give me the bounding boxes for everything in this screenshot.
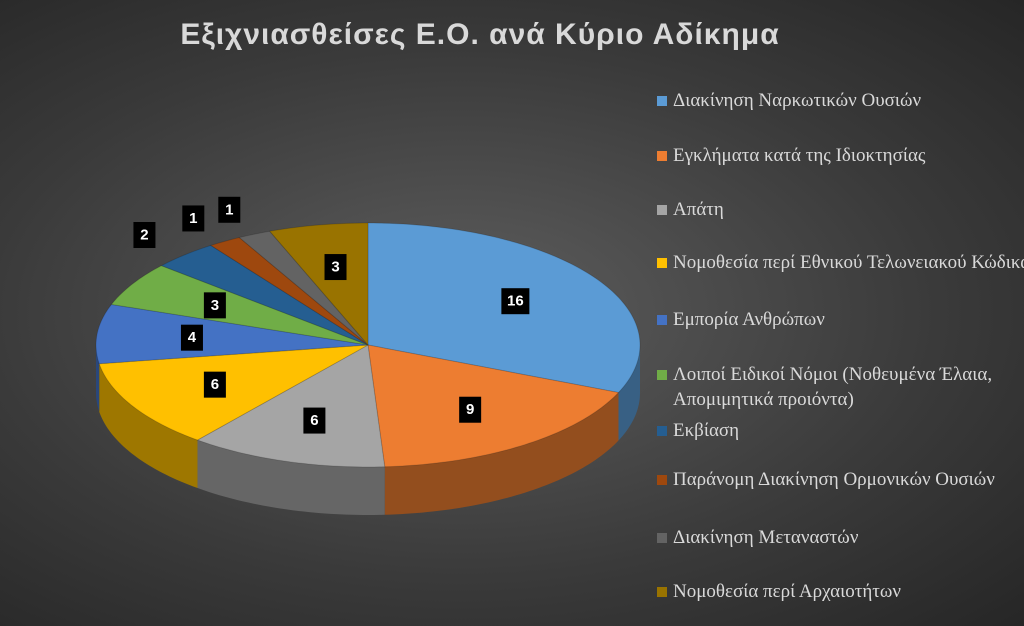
pie-slice (209, 236, 369, 346)
data-label: 3 (331, 259, 339, 276)
label-box (324, 254, 347, 281)
legend-label: Διακίνηση Μεταναστών (673, 527, 859, 548)
pie-slice (110, 265, 369, 346)
legend-swatch (657, 151, 667, 161)
legend-item: Λοιποί Ειδικοί Νόμοι (Νοθευμένα Έλαια, Α… (655, 362, 1024, 412)
data-label: 6 (310, 412, 318, 429)
label-box (182, 205, 205, 232)
legend-label: Εγκλήματα κατά της Ιδιοκτησίας (673, 145, 926, 166)
chart-title: Εξιχνιασθείσες Ε.Ο. ανά Κύριο Αδίκημα (180, 18, 780, 51)
legend-item: Διακίνηση Ναρκωτικών Ουσιών (655, 88, 1024, 113)
data-label: 3 (211, 297, 219, 314)
legend-swatch (657, 426, 667, 436)
label-box (203, 371, 226, 398)
legend-swatch (657, 96, 667, 106)
legend-label: Διακίνηση Ναρκωτικών Ουσιών (673, 90, 922, 111)
legend-item: Εμπορία Ανθρώπων (655, 307, 1024, 332)
label-box (459, 396, 482, 423)
label-box (180, 324, 203, 351)
legend-swatch (657, 205, 667, 215)
data-label: 9 (466, 401, 474, 418)
pie-slice (95, 303, 369, 365)
legend-item: Εγκλήματα κατά της Ιδιοκτησίας (655, 143, 1024, 168)
slice-side (99, 363, 198, 489)
slice-side (384, 392, 619, 515)
legend-label: Παράνομη Διακίνηση Ορμονικών Ουσιών (673, 469, 995, 490)
slice-side (197, 440, 385, 515)
slice-side (618, 345, 640, 441)
data-label: 1 (225, 201, 233, 218)
label-box (203, 292, 226, 319)
label-box (303, 407, 326, 434)
legend-item: Παράνομη Διακίνηση Ορμονικών Ουσιών (655, 467, 1024, 492)
legend-swatch (657, 370, 667, 380)
legend-label: Εκβίαση (673, 420, 740, 441)
legend-swatch (657, 475, 667, 485)
pie-slice (238, 230, 369, 346)
legend-swatch (657, 258, 667, 268)
data-label: 16 (507, 293, 524, 310)
pie-slice (160, 244, 369, 346)
legend-item: Διακίνηση Μεταναστών (655, 525, 1024, 550)
legend-item: Νομοθεσία περί Αρχαιοτήτων (655, 579, 1024, 604)
slice-side (96, 345, 100, 412)
legend-item: Απάτη (655, 197, 1024, 222)
label-box (133, 222, 156, 249)
legend-label: Νομοθεσία περί Αρχαιοτήτων (673, 581, 901, 602)
legend-item: Νομοθεσία περί Εθνικού Τελωνειακού Κώδικ… (655, 250, 1024, 275)
legend-swatch (657, 587, 667, 597)
data-label: 2 (140, 227, 148, 244)
pie-slice (98, 344, 369, 441)
legend-item: Εκβίαση (655, 418, 1024, 443)
legend-label: Απάτη (673, 199, 724, 220)
legend-label: Εμπορία Ανθρώπων (673, 309, 825, 330)
pie-slice (367, 344, 620, 468)
pie-slice (196, 344, 386, 468)
legend-label: Νομοθεσία περί Εθνικού Τελωνειακού Κώδικ… (673, 252, 1024, 273)
label-box (501, 288, 530, 315)
legend-swatch (657, 315, 667, 325)
legend-label: Λοιποί Ειδικοί Νόμοι (Νοθευμένα Έλαια, Α… (673, 364, 993, 410)
label-box (218, 196, 241, 223)
pie-slice (268, 222, 369, 347)
data-label: 1 (189, 210, 197, 227)
data-label: 4 (188, 329, 197, 346)
data-label: 6 (211, 376, 219, 393)
legend-swatch (657, 533, 667, 543)
